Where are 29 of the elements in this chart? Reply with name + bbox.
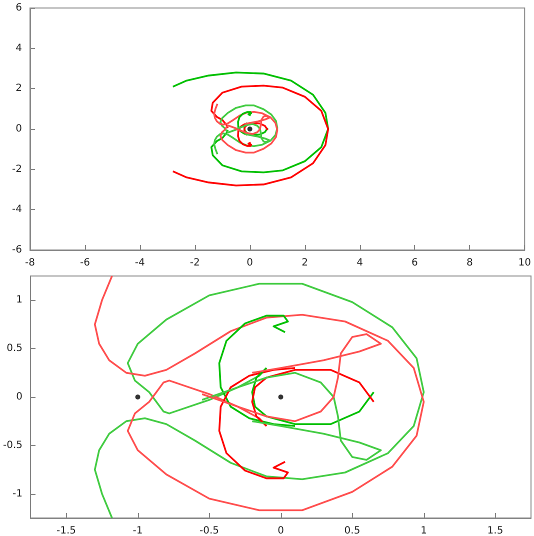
x-tick-label: -6 <box>80 258 90 268</box>
x-tick-label: 2 <box>302 258 308 268</box>
x-tick-label: -2 <box>190 258 200 268</box>
y-tick-label: -0.5 <box>2 440 23 451</box>
y-tick-label: -1 <box>12 488 23 500</box>
x-tick-label: 4 <box>356 258 363 268</box>
y-tick-label: 4 <box>16 42 22 54</box>
y-tick-label: -2 <box>12 164 22 175</box>
x-tick-label: 1 <box>420 526 427 536</box>
x-tick-label: 0 <box>278 526 284 536</box>
x-tick-label: 10 <box>518 258 532 268</box>
x-tick-label: 8 <box>466 258 473 268</box>
y-tick-label: 0 <box>16 392 23 402</box>
x-tick-label: -0.5 <box>200 526 220 536</box>
x-tick-label: 6 <box>412 258 418 268</box>
x-tick-label: -8 <box>25 258 35 268</box>
y-tick-label: 0.5 <box>6 343 23 354</box>
x-tick-label: -1 <box>132 526 143 536</box>
x-tick-label: -1.5 <box>56 526 76 536</box>
y-tick-label: 0 <box>16 124 22 134</box>
y-tick-label: 6 <box>16 2 22 14</box>
x-tick-label: 0.5 <box>344 526 360 536</box>
x-tick-label: -4 <box>134 258 145 268</box>
y-tick-label: -4 <box>12 204 22 216</box>
y-tick-label: -6 <box>12 244 22 256</box>
y-tick-label: 1 <box>16 294 23 306</box>
y-tick-label: 2 <box>16 83 22 94</box>
x-tick-label: 1.5 <box>487 526 504 536</box>
x-tick-label: 0 <box>246 258 254 268</box>
